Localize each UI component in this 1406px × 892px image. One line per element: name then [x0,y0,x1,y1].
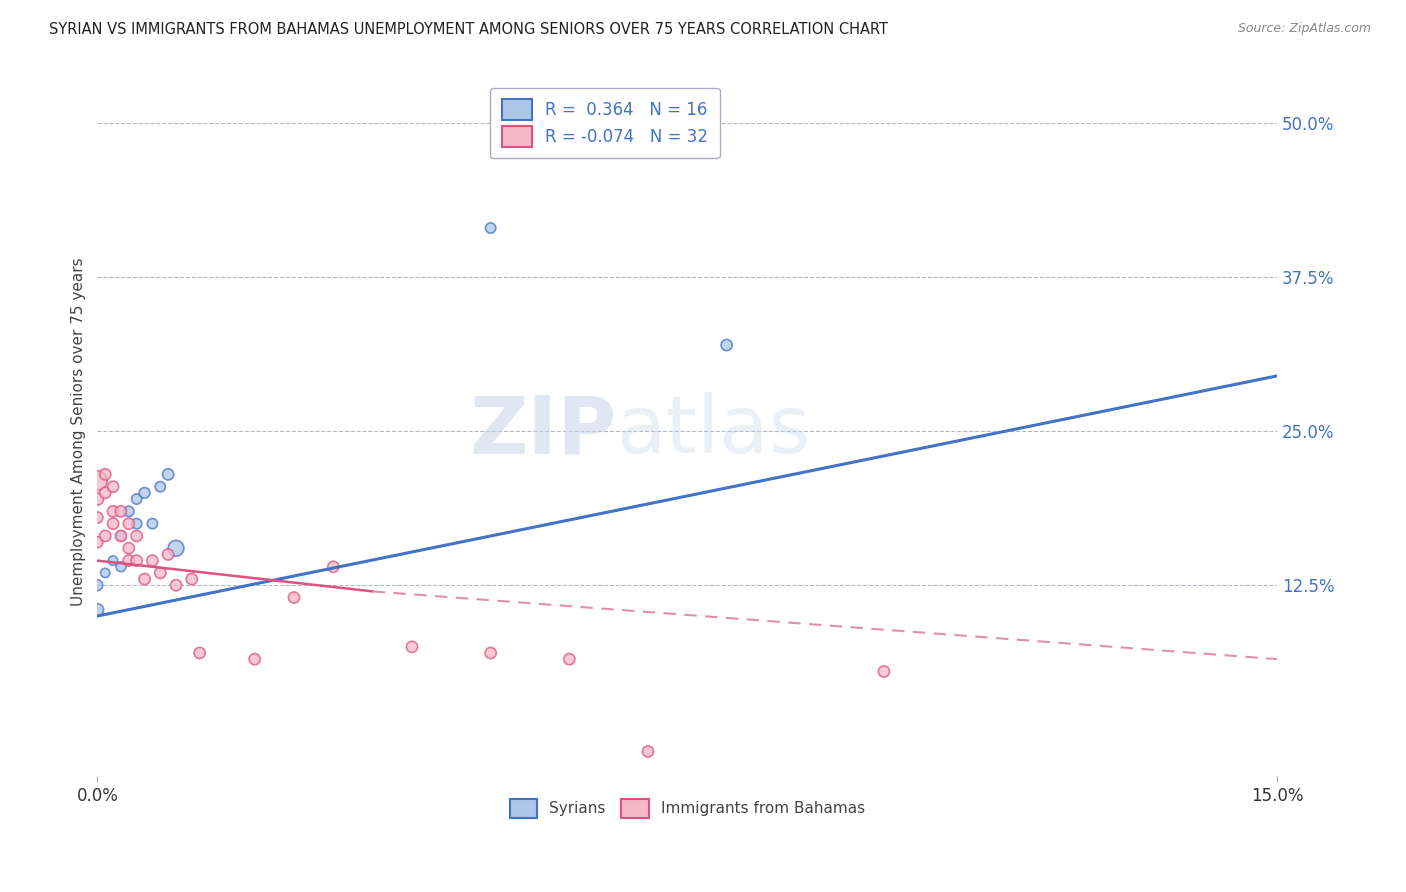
Point [94,566,117,580]
Point [94,486,117,500]
Point [101,516,124,531]
Point [157,548,180,562]
Point [86,578,108,592]
Point [94,529,117,543]
Point [141,553,163,567]
Point [283,591,305,605]
Text: atlas: atlas [616,392,811,470]
Legend: Syrians, Immigrants from Bahamas: Syrians, Immigrants from Bahamas [503,793,872,823]
Point [118,541,141,556]
Point [149,480,172,494]
Point [180,572,202,586]
Point [479,221,502,235]
Point [86,510,108,524]
Point [125,529,148,543]
Point [134,486,156,500]
Point [873,665,896,679]
Point [165,541,187,556]
Point [118,553,141,567]
Point [94,467,117,482]
Point [118,504,141,518]
Point [110,529,132,543]
Point [118,516,141,531]
Y-axis label: Unemployment Among Seniors over 75 years: Unemployment Among Seniors over 75 years [72,257,86,606]
Point [101,480,124,494]
Point [558,652,581,666]
Point [637,745,659,759]
Point [322,559,344,574]
Point [101,553,124,567]
Point [110,529,132,543]
Point [86,603,108,617]
Point [188,646,211,660]
Point [716,338,738,352]
Point [110,559,132,574]
Point [141,516,163,531]
Point [110,504,132,518]
Text: ZIP: ZIP [470,392,616,470]
Point [86,491,108,506]
Point [401,640,423,654]
Point [125,516,148,531]
Point [479,646,502,660]
Point [125,553,148,567]
Point [134,572,156,586]
Point [101,504,124,518]
Point [165,578,187,592]
Text: Source: ZipAtlas.com: Source: ZipAtlas.com [1237,22,1371,36]
Point [86,474,108,488]
Point [86,535,108,549]
Point [243,652,266,666]
Point [125,491,148,506]
Point [149,566,172,580]
Text: SYRIAN VS IMMIGRANTS FROM BAHAMAS UNEMPLOYMENT AMONG SENIORS OVER 75 YEARS CORRE: SYRIAN VS IMMIGRANTS FROM BAHAMAS UNEMPL… [49,22,889,37]
Point [157,467,180,482]
